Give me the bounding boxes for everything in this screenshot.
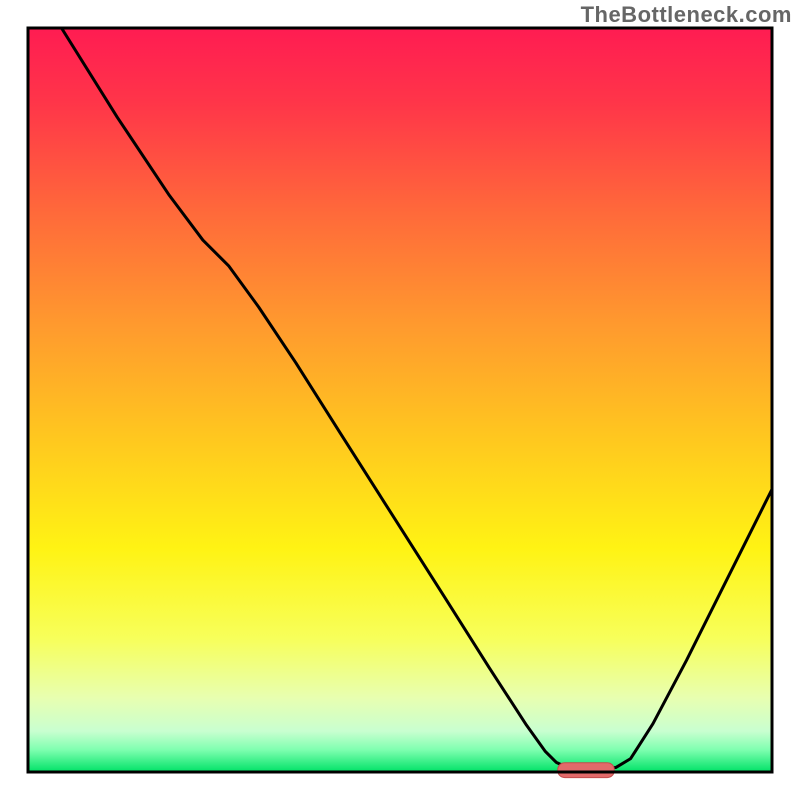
watermark-text: TheBottleneck.com (581, 2, 792, 28)
optimal-marker (558, 763, 615, 778)
gradient-background (28, 28, 772, 772)
bottleneck-chart (0, 0, 800, 800)
